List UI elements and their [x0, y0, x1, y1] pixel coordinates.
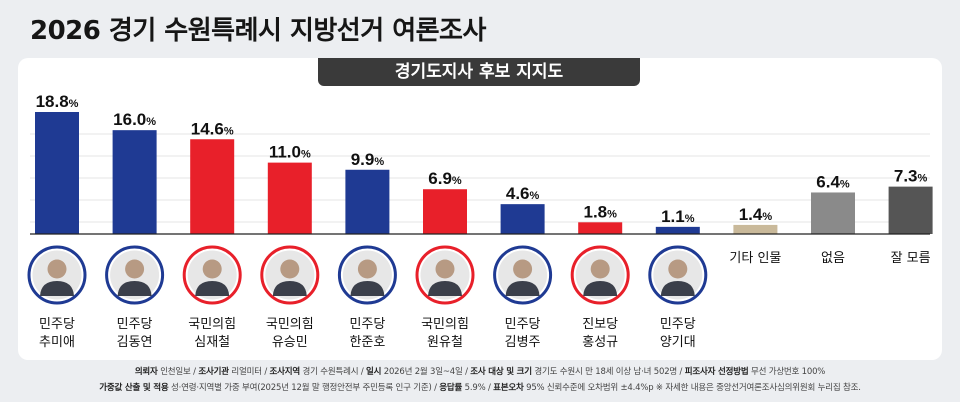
category-label: 없음 [821, 251, 845, 266]
candidate-name: 추미애 [39, 335, 75, 350]
value-label: 6.4% [816, 172, 850, 191]
category-label: 기타 인물 [729, 251, 781, 266]
chart-panel [18, 58, 942, 360]
value-label: 4.6% [506, 184, 540, 203]
bar-11 [811, 192, 855, 234]
value-label: 1.1% [661, 207, 695, 226]
bar-1 [35, 112, 79, 234]
value-label: 16.0% [113, 110, 156, 129]
candidate-avatar [260, 245, 320, 305]
value-label: 6.9% [428, 169, 462, 188]
candidate-name: 원유철 [427, 335, 463, 350]
info-key: 의뢰자 [134, 367, 158, 377]
survey-info-line-2: 가중값 산출 및 적용 성·연령·지역별 가중 부여(2025년 12월 말 행… [99, 383, 861, 393]
value-label: 1.8% [583, 202, 617, 221]
info-value: 리얼미터 [228, 367, 262, 377]
bar-9 [655, 226, 700, 234]
info-key: 표본오차 [493, 383, 524, 393]
candidate-name: 유승민 [272, 335, 308, 350]
party-label: 민주당 [349, 317, 385, 332]
info-value: 경기 수원특례시 [299, 367, 359, 377]
candidate-name: 김병주 [505, 335, 541, 350]
candidate-avatar [27, 245, 87, 305]
candidate-avatar [415, 245, 475, 305]
candidate-avatar [182, 245, 242, 305]
candidate-avatar [493, 245, 553, 305]
candidate-name: 심재철 [194, 335, 230, 350]
survey-info-line-1: 의뢰자 인천일보 / 조사기관 리얼미터 / 조사지역 경기 수원특례시 / 일… [134, 367, 826, 377]
candidate-avatar [105, 245, 165, 305]
chart-title: 경기도지사 후보 지지도 [318, 58, 640, 86]
party-label: 국민의힘 [421, 317, 469, 332]
info-key: 가중값 산출 및 적용 [99, 383, 169, 393]
page-title: 2026 경기 수원특례시 지방선거 여론조사 [30, 16, 486, 46]
bar-8 [578, 222, 623, 234]
candidate-avatar [337, 245, 397, 305]
info-key: 일시 [366, 367, 382, 377]
info-value: 경기도 수원시 만 18세 이상 남·녀 502명 [531, 367, 678, 377]
info-value: 인천일보 [157, 367, 191, 377]
party-label: 국민의힘 [266, 317, 314, 332]
party-label: 국민의힘 [188, 317, 236, 332]
party-label: 민주당 [39, 317, 75, 332]
candidate-name: 김동연 [117, 335, 153, 350]
value-label: 1.4% [739, 205, 773, 224]
bar-3 [190, 139, 235, 234]
category-label: 잘 모름 [891, 251, 931, 266]
info-value: 무선 가상번호 100% [748, 367, 826, 377]
value-label: 11.0% [269, 143, 311, 162]
candidate-name: 홍성규 [582, 335, 618, 350]
info-key: 응답률 [439, 383, 463, 393]
party-label: 민주당 [505, 317, 541, 332]
bar-4 [267, 162, 312, 234]
bar-10 [733, 224, 778, 234]
value-label: 7.3% [894, 167, 928, 186]
candidate-name: 양기대 [660, 335, 696, 350]
info-value: 성·연령·지역별 가중 부여(2025년 12월 말 행정안전부 주민등록 인구… [168, 383, 432, 393]
value-label: 18.8% [36, 92, 79, 111]
info-note: ※ 자세한 내용은 중앙선거여론조사심의위원회 누리집 참조. [653, 383, 861, 393]
party-label: 진보당 [582, 317, 618, 332]
bar-7 [500, 204, 545, 234]
candidate-name: 한준호 [349, 335, 385, 350]
bar-5 [345, 169, 390, 234]
party-label: 민주당 [660, 317, 696, 332]
info-value: 5.9% [462, 383, 486, 393]
bar-12 [888, 186, 933, 234]
info-value: 95% 신뢰수준에 오차범위 ±4.4%p [523, 383, 654, 393]
value-label: 14.6% [191, 119, 234, 138]
bar-2 [112, 130, 157, 234]
info-key: 조사 대상 및 크기 [470, 367, 532, 377]
bar-6 [423, 189, 467, 234]
info-value: 2026년 2월 3일~4일 [381, 367, 463, 377]
party-label: 민주당 [117, 317, 153, 332]
value-label: 9.9% [351, 150, 385, 169]
candidate-avatar [570, 245, 630, 305]
info-key: 조사기관 [198, 367, 229, 377]
info-key: 피조사자 선정방법 [684, 367, 749, 377]
info-key: 조사지역 [269, 367, 300, 377]
candidate-avatar [648, 245, 708, 305]
